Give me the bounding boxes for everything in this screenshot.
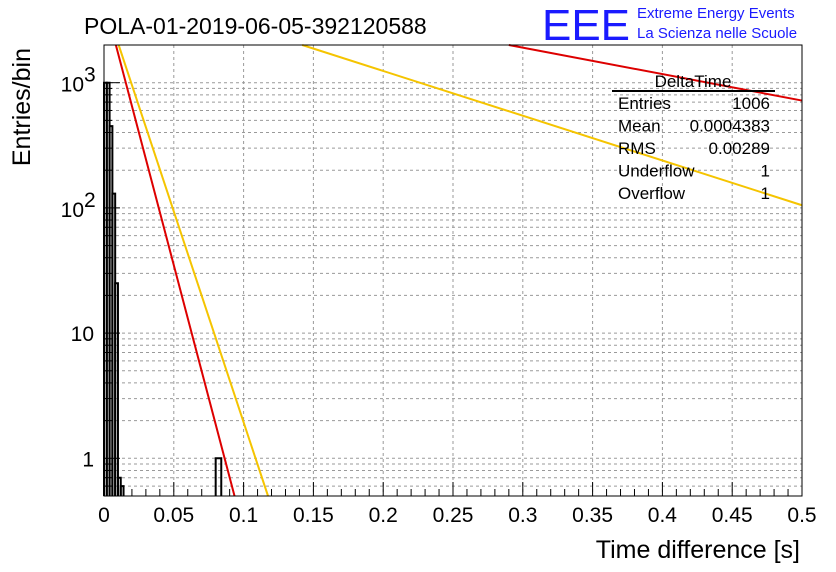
y-tick-exponent: 2: [84, 189, 96, 212]
stats-value: 0.00289: [709, 139, 770, 158]
stats-label: Entries: [618, 94, 671, 113]
y-tick-exponent: 3: [84, 64, 96, 87]
x-tick-label: 0.45: [712, 504, 753, 527]
stats-value: 1: [761, 184, 770, 203]
stats-label: Mean: [618, 117, 661, 136]
y-tick-label: 1: [82, 448, 94, 471]
stats-value: 1: [761, 162, 770, 181]
x-tick-label: 0.15: [293, 504, 334, 527]
chart-title: POLA-01-2019-06-05-392120588: [84, 13, 427, 39]
x-tick-label: 0.4: [648, 504, 678, 527]
x-tick-label: 0.25: [433, 504, 474, 527]
logo-line-1: Extreme Energy Events: [637, 5, 795, 22]
y-axis-label: Entries/bin: [8, 48, 36, 166]
stats-label: Underflow: [618, 162, 695, 181]
y-tick-label: 10: [71, 323, 94, 346]
stats-label: Overflow: [618, 184, 686, 203]
fit-line-1-steep: [114, 44, 236, 497]
y-tick-label: 10: [61, 199, 84, 222]
x-tick-label: 0.1: [229, 504, 258, 527]
stats-title: DeltaTime: [655, 72, 732, 91]
fit-line-2-tail: [301, 44, 803, 207]
histogram-bin: [119, 485, 125, 496]
x-tick-label: 0.35: [572, 504, 613, 527]
axes: 0 0.05 0.1 0.15 0.2 0.25 0.3 0.35 0.4 0.45 0.5 1 10 1…: [61, 64, 817, 527]
logo-line-2: La Scienza nelle Scuole: [637, 25, 797, 42]
eee-logo: EEE Extreme Energy Events La Scienza nel…: [542, 1, 797, 50]
stats-label: RMS: [618, 139, 656, 158]
histogram-bin: [214, 457, 223, 496]
x-tick-label: 0.3: [508, 504, 537, 527]
x-tick-label: 0: [98, 504, 110, 527]
x-tick-label: 0.5: [787, 504, 816, 527]
x-axis-label: Time difference [s]: [596, 536, 800, 564]
stats-box: DeltaTime Entries 1006 Mean 0.0004383 RMS 0.0…: [612, 72, 775, 203]
histogram-bin: [114, 282, 119, 496]
fit-line-2-steep: [117, 44, 269, 497]
eee-logo-text: EEE: [542, 1, 630, 50]
series-lines: [114, 44, 803, 497]
stats-value: 1006: [732, 94, 770, 113]
y-tick-label: 10: [61, 74, 84, 97]
x-tick-label: 0.05: [153, 504, 194, 527]
x-tick-label: 0.2: [369, 504, 398, 527]
stats-value: 0.0004383: [690, 117, 770, 136]
grid: [104, 45, 802, 496]
